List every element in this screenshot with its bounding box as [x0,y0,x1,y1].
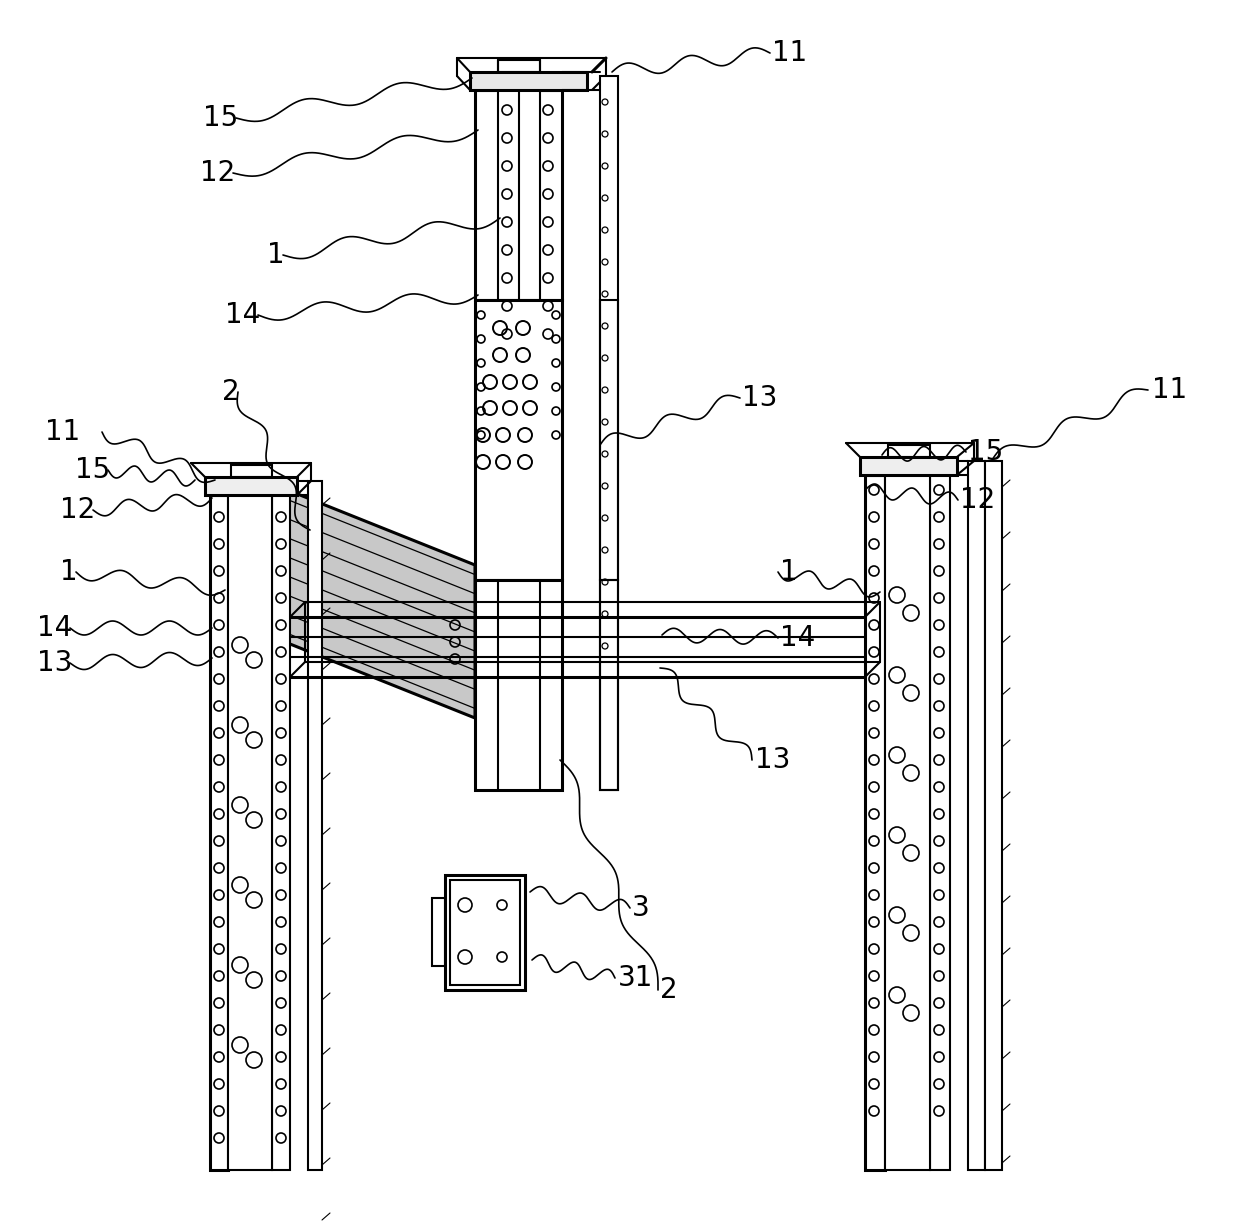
Text: 1: 1 [268,241,285,269]
Bar [888,445,930,457]
Polygon shape [280,487,475,718]
Text: 31: 31 [618,964,653,992]
Text: 11: 11 [1152,375,1187,404]
Bar [308,481,322,1170]
Bar [432,898,445,966]
Bar [475,300,562,580]
Text: 11: 11 [773,39,807,67]
Text: 14: 14 [224,301,260,329]
Text: 15: 15 [74,456,110,484]
Bar [470,72,587,91]
Text: 15: 15 [203,104,238,132]
Bar [866,475,885,1170]
Bar [985,461,1002,1170]
Bar [968,461,985,1170]
Text: 2: 2 [222,378,241,406]
Text: 14: 14 [37,614,72,642]
Text: 13: 13 [37,649,72,678]
Bar [475,580,562,790]
Text: 3: 3 [632,894,650,922]
Bar [498,91,539,300]
Text: 13: 13 [742,384,777,412]
Text: 11: 11 [45,418,81,446]
Text: 12: 12 [960,486,996,514]
Text: 15: 15 [968,438,1003,466]
Bar [228,495,272,1170]
Text: 12: 12 [60,497,95,523]
Bar [885,475,930,1170]
Text: 2: 2 [660,976,677,1004]
Bar [930,475,950,1170]
Bar [445,874,525,989]
Bar [475,91,562,300]
Bar [205,477,298,495]
Bar [600,76,618,790]
Text: 1: 1 [61,558,78,586]
Text: 12: 12 [200,159,236,187]
Bar [450,881,520,985]
Text: 14: 14 [780,624,815,652]
Bar [861,457,957,475]
Text: 1: 1 [780,558,797,586]
Bar [600,300,618,580]
Bar [210,495,228,1170]
Bar [231,465,272,477]
Bar [600,580,618,790]
Bar [498,60,539,72]
Text: 13: 13 [755,746,790,774]
Bar [272,495,290,1170]
